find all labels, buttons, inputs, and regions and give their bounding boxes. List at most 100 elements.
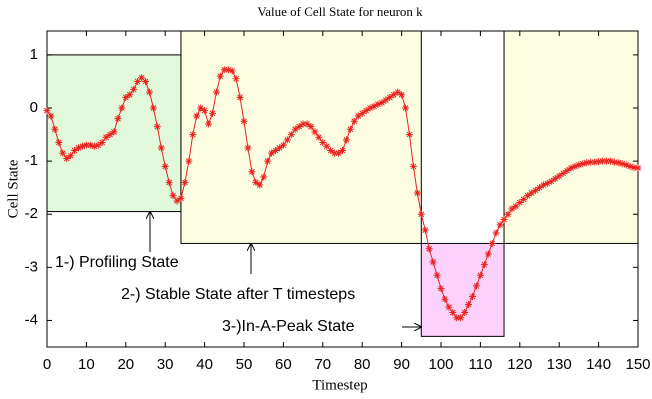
data-point bbox=[602, 157, 610, 165]
data-point bbox=[500, 216, 508, 224]
data-point bbox=[437, 285, 445, 293]
data-point bbox=[539, 181, 547, 189]
data-point bbox=[252, 178, 260, 186]
data-point bbox=[402, 104, 410, 112]
data-point bbox=[130, 85, 138, 93]
data-point bbox=[339, 146, 346, 154]
data-point bbox=[378, 99, 386, 107]
y-tick-label: 1 bbox=[30, 46, 38, 63]
data-point bbox=[409, 162, 417, 170]
x-tick-label: 100 bbox=[428, 356, 453, 373]
x-tick-label: 0 bbox=[43, 356, 51, 373]
y-tick-label: -1 bbox=[25, 152, 38, 169]
x-tick-label: 60 bbox=[275, 356, 292, 373]
data-point bbox=[287, 131, 295, 139]
data-point bbox=[118, 104, 126, 112]
x-tick-label: 110 bbox=[468, 356, 492, 373]
data-point bbox=[51, 125, 59, 133]
data-point bbox=[362, 107, 370, 115]
data-point bbox=[90, 142, 98, 150]
data-point bbox=[425, 245, 433, 253]
data-point bbox=[571, 162, 579, 170]
data-point bbox=[472, 282, 480, 290]
data-point bbox=[358, 109, 366, 117]
data-point bbox=[587, 158, 595, 166]
data-point bbox=[610, 158, 618, 166]
data-point bbox=[311, 128, 319, 136]
x-tick-label: 30 bbox=[157, 356, 174, 373]
data-point bbox=[374, 100, 382, 108]
data-point bbox=[614, 159, 622, 167]
data-point bbox=[516, 199, 524, 207]
data-point bbox=[193, 112, 201, 120]
data-point bbox=[145, 88, 153, 96]
data-point bbox=[102, 133, 110, 141]
y-tick-label: -4 bbox=[25, 311, 38, 328]
data-point bbox=[579, 160, 587, 168]
data-point bbox=[583, 159, 591, 167]
data-point bbox=[205, 120, 213, 128]
data-point bbox=[134, 77, 142, 85]
data-point bbox=[634, 164, 642, 172]
x-tick-label: 50 bbox=[236, 356, 253, 373]
chart-title: Value of Cell State for neuron k bbox=[257, 4, 423, 19]
data-point bbox=[149, 104, 157, 112]
data-point bbox=[236, 93, 244, 101]
data-point bbox=[366, 104, 374, 112]
data-point bbox=[429, 258, 437, 266]
data-point bbox=[567, 164, 575, 172]
data-point bbox=[488, 239, 496, 247]
data-point bbox=[299, 120, 307, 128]
data-point bbox=[228, 67, 236, 75]
data-point bbox=[201, 107, 209, 115]
data-point bbox=[86, 141, 94, 149]
data-point bbox=[476, 271, 484, 279]
data-point bbox=[457, 314, 465, 322]
data-point bbox=[256, 181, 264, 189]
data-point bbox=[512, 202, 520, 210]
data-point bbox=[189, 131, 197, 139]
data-point bbox=[212, 88, 220, 96]
data-point bbox=[197, 104, 205, 112]
x-tick-label: 20 bbox=[117, 356, 134, 373]
data-point bbox=[98, 139, 106, 147]
data-point bbox=[142, 77, 149, 85]
data-point bbox=[390, 91, 398, 99]
data-point bbox=[417, 210, 425, 218]
data-point bbox=[433, 271, 441, 279]
x-tick-label: 40 bbox=[196, 356, 213, 373]
data-point bbox=[264, 157, 272, 165]
plot-frame bbox=[46, 30, 639, 348]
data-point bbox=[445, 303, 453, 311]
data-point bbox=[559, 169, 567, 177]
data-point bbox=[114, 115, 122, 123]
data-point bbox=[67, 152, 75, 160]
data-point bbox=[496, 221, 504, 229]
data-point bbox=[606, 157, 614, 165]
data-point bbox=[153, 123, 161, 131]
data-point bbox=[421, 226, 429, 234]
data-point bbox=[323, 142, 331, 150]
data-point bbox=[335, 149, 343, 157]
region bbox=[420, 242, 505, 337]
data-point bbox=[283, 136, 291, 144]
data-point bbox=[82, 141, 90, 149]
data-point bbox=[575, 161, 583, 169]
data-point bbox=[94, 141, 102, 149]
data-point bbox=[224, 66, 232, 74]
data-point bbox=[524, 192, 532, 200]
x-tick-label: 120 bbox=[507, 356, 532, 373]
data-point bbox=[595, 158, 603, 166]
data-point bbox=[327, 146, 335, 154]
data-point bbox=[461, 308, 469, 316]
data-point bbox=[122, 93, 130, 101]
data-point bbox=[551, 175, 559, 183]
x-tick-label: 90 bbox=[393, 356, 410, 373]
data-point bbox=[469, 293, 477, 301]
data-point bbox=[220, 66, 228, 74]
data-point bbox=[47, 112, 55, 120]
data-point bbox=[307, 123, 315, 131]
data-point bbox=[216, 72, 224, 80]
data-point bbox=[110, 128, 118, 136]
annotation: 2-) Stable State after T timesteps bbox=[121, 286, 355, 303]
